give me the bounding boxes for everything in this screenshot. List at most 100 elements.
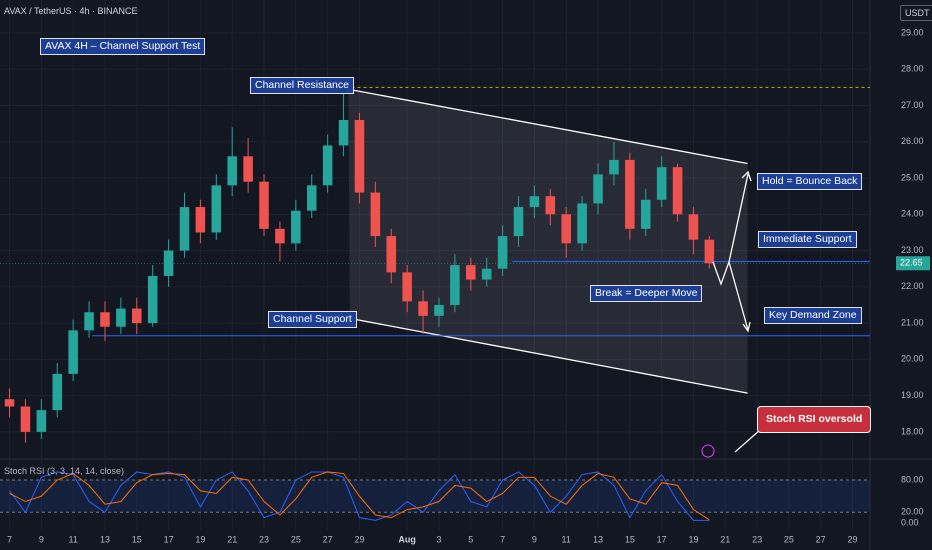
candle-body — [116, 308, 126, 327]
y-tick-label: 29.00 — [901, 27, 924, 37]
scenario-arrows — [712, 170, 761, 453]
currency[interactable]: USDT — [900, 5, 932, 21]
candle-body — [322, 145, 333, 186]
alert-icon — [701, 444, 715, 458]
candle-body — [434, 304, 444, 316]
candle-body — [466, 265, 476, 280]
stoch-tick-label: 20.00 — [901, 507, 924, 517]
x-tick-label: 5 — [468, 534, 473, 544]
candle-body — [20, 406, 31, 432]
x-tick-label: 7 — [500, 534, 505, 544]
x-tick-label: 11 — [562, 534, 571, 544]
x-tick-label: 9 — [532, 534, 537, 544]
candle-body — [402, 272, 412, 302]
candle-body — [132, 308, 142, 324]
x-tick-label: 11 — [68, 534, 77, 544]
candle-body — [259, 181, 269, 229]
candle-body — [291, 210, 301, 244]
candle-body — [609, 159, 619, 175]
candle-body — [497, 236, 508, 269]
x-tick-label: Aug — [398, 534, 416, 544]
candle-body — [688, 214, 699, 240]
candle-body — [672, 167, 683, 215]
x-tick-label: 23 — [752, 534, 762, 544]
break-arrow — [728, 261, 749, 331]
x-tick-label: 19 — [688, 534, 698, 544]
arrowhead — [742, 321, 751, 333]
candle-body — [656, 167, 667, 200]
x-tick-label: 29 — [847, 534, 857, 544]
annotation: Channel Support — [268, 311, 357, 328]
y-tick-label: 28.00 — [901, 64, 924, 74]
y-tick-label: 21.00 — [901, 317, 924, 327]
x-tick-label: 23 — [259, 534, 269, 544]
candle-body — [481, 268, 492, 280]
y-tick-label: 18.00 — [901, 426, 924, 436]
last-price-tag — [896, 256, 930, 271]
candle-body — [275, 228, 285, 244]
pointer — [734, 429, 761, 453]
y-tick-label: 26.00 — [901, 136, 924, 146]
x-tick-label: 27 — [816, 534, 826, 544]
bounce-arrow — [712, 173, 749, 286]
candle-body — [640, 199, 651, 229]
x-tick-label: 13 — [100, 534, 110, 544]
candle-body — [354, 120, 365, 193]
candle-body — [227, 156, 237, 186]
channel-fill — [348, 89, 748, 394]
x-tick-label: 25 — [784, 534, 794, 544]
candle-body — [625, 159, 635, 229]
candle-body — [561, 214, 571, 244]
stoch-tick-label: 0.00 — [901, 517, 919, 527]
y-tick-label: 22.00 — [901, 281, 924, 291]
y-tick-label: 24.00 — [901, 209, 924, 219]
x-tick-label: 27 — [323, 534, 333, 544]
x-tick-label: 15 — [132, 534, 142, 544]
stoch-line — [9, 471, 710, 521]
annotation: Immediate Support — [758, 231, 857, 248]
annotation: Break = Deeper Move — [590, 285, 703, 302]
y-tick-label: 27.00 — [901, 100, 924, 110]
annotation: Key Demand Zone — [764, 307, 862, 324]
x-tick-label: 17 — [657, 534, 667, 544]
stoch-tick-label: 80.00 — [901, 474, 924, 484]
candle-body — [545, 196, 556, 215]
x-tick-label: 13 — [593, 534, 603, 544]
candle-body — [84, 312, 94, 331]
candle-body — [243, 156, 253, 182]
x-tick-label: 7 — [7, 534, 12, 544]
annotation: AVAX 4H – Channel Support Test — [40, 38, 206, 55]
symbol-header: AVAX / TetherUS · 4h · BINANCE — [4, 6, 138, 16]
candle-body — [306, 185, 317, 211]
candle-body — [450, 265, 460, 305]
candle-body — [4, 399, 15, 407]
x-tick-label: 9 — [39, 534, 44, 544]
candle-body — [577, 203, 587, 244]
annotation: Hold = Bounce Back — [757, 173, 863, 190]
candle-body — [513, 207, 524, 237]
candle-body — [370, 192, 381, 237]
channel-line — [349, 317, 748, 394]
candle-body — [529, 196, 540, 208]
x-tick-label: 19 — [195, 534, 205, 544]
candle-body — [386, 236, 397, 273]
candle-body — [100, 312, 110, 327]
last-price-label: 22.65 — [900, 258, 923, 268]
candle-body — [704, 239, 715, 264]
candle-body — [338, 120, 349, 146]
x-tick-label: 17 — [164, 534, 174, 544]
candle-body — [211, 185, 222, 233]
candle-body — [52, 373, 63, 411]
candle-body — [179, 207, 190, 251]
candle-body — [418, 301, 428, 316]
candle-body — [147, 275, 158, 324]
x-tick-label: 3 — [436, 534, 441, 544]
x-tick-label: 21 — [720, 534, 730, 544]
candle-body — [593, 174, 603, 204]
y-tick-label: 20.00 — [901, 354, 924, 364]
x-tick-label: 15 — [625, 534, 635, 544]
annotation: Stoch RSI oversold — [757, 406, 872, 433]
candle-body — [36, 410, 47, 432]
stoch-title: Stoch RSI (3, 3, 14, 14, close) — [4, 466, 125, 476]
